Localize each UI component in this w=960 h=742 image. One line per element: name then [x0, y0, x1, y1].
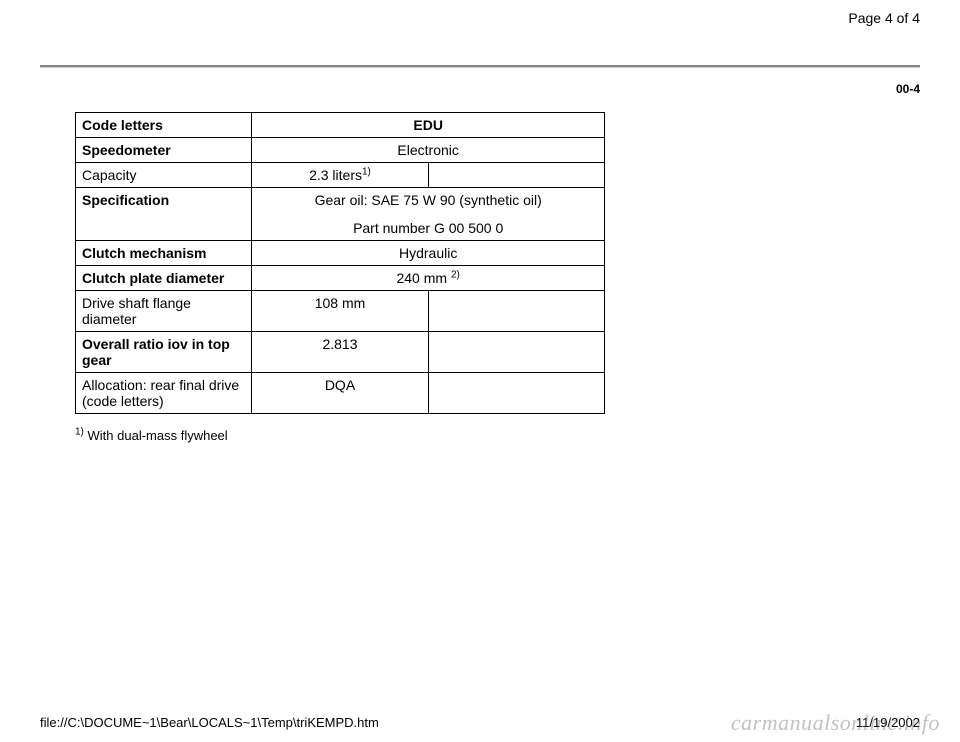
page-indicator: Page 4 of 4	[848, 10, 920, 26]
cell-value: 2.3 liters1)	[252, 163, 428, 188]
table-row: Clutch mechanism Hydraulic	[76, 241, 605, 266]
footnote-sup: 1)	[75, 427, 84, 438]
cell-stub	[428, 332, 604, 373]
footnote-text: With dual-mass flywheel	[84, 428, 228, 443]
cell-value-line2: Part number G 00 500 0	[258, 220, 598, 236]
cell-sup: 2)	[451, 269, 460, 280]
content-area: Code letters EDU Speedometer Electronic …	[75, 112, 605, 443]
cell-value-text: 240 mm	[396, 270, 450, 286]
table-row: Speedometer Electronic	[76, 138, 605, 163]
footnote: 1) With dual-mass flywheel	[75, 428, 605, 443]
table-row: Allocation: rear final drive (code lette…	[76, 373, 605, 414]
cell-label: Specification	[76, 188, 252, 241]
cell-label: Clutch plate diameter	[76, 266, 252, 291]
cell-value: Electronic	[252, 138, 605, 163]
document-code: 00-4	[896, 82, 920, 96]
cell-sup: 1)	[362, 166, 371, 177]
cell-label: Drive shaft flange diameter	[76, 291, 252, 332]
cell-label: Capacity	[76, 163, 252, 188]
cell-label: Code letters	[76, 113, 252, 138]
table-row: Capacity 2.3 liters1)	[76, 163, 605, 188]
horizontal-rule	[40, 65, 920, 68]
cell-value: 240 mm 2)	[252, 266, 605, 291]
footer-file-path: file://C:\DOCUME~1\Bear\LOCALS~1\Temp\tr…	[40, 715, 379, 730]
footer-date: 11/19/2002	[856, 715, 920, 730]
cell-value-text: 2.3 liters	[309, 167, 362, 183]
table-row: Drive shaft flange diameter 108 mm	[76, 291, 605, 332]
cell-stub	[428, 163, 604, 188]
cell-value: Hydraulic	[252, 241, 605, 266]
cell-value: 2.813	[252, 332, 428, 373]
cell-label: Clutch mechanism	[76, 241, 252, 266]
cell-value-line1: Gear oil: SAE 75 W 90 (synthetic oil)	[258, 192, 598, 208]
cell-stub	[428, 291, 604, 332]
table-row: Specification Gear oil: SAE 75 W 90 (syn…	[76, 188, 605, 241]
cell-stub	[428, 373, 604, 414]
table-row: Clutch plate diameter 240 mm 2)	[76, 266, 605, 291]
table-row: Code letters EDU	[76, 113, 605, 138]
cell-label: Speedometer	[76, 138, 252, 163]
cell-value: EDU	[252, 113, 605, 138]
table-row: Overall ratio iov in top gear 2.813	[76, 332, 605, 373]
spec-table: Code letters EDU Speedometer Electronic …	[75, 112, 605, 414]
cell-value: Gear oil: SAE 75 W 90 (synthetic oil) Pa…	[252, 188, 605, 241]
cell-value: DQA	[252, 373, 428, 414]
cell-label: Allocation: rear final drive (code lette…	[76, 373, 252, 414]
cell-label: Overall ratio iov in top gear	[76, 332, 252, 373]
cell-value: 108 mm	[252, 291, 428, 332]
